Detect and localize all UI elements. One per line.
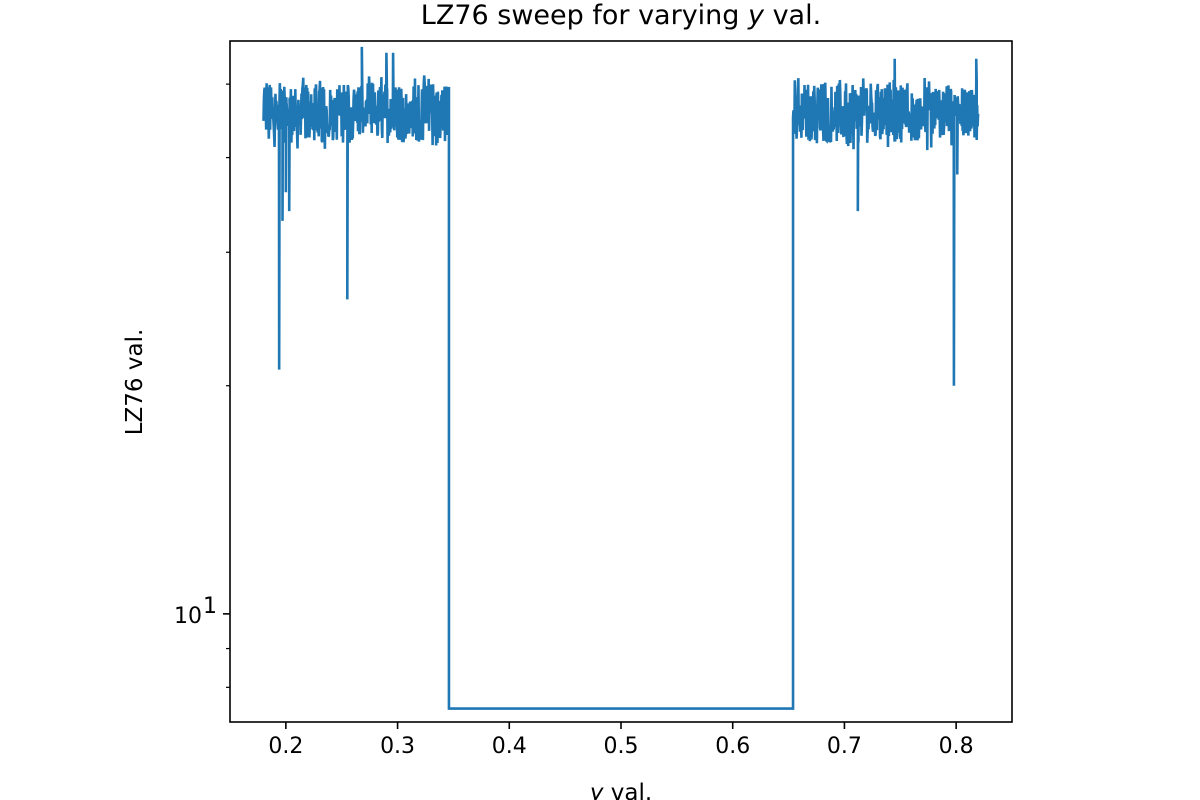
x-tick-label: 0.5 <box>604 734 639 759</box>
x-tick-label: 0.7 <box>827 734 862 759</box>
y-axis: 10 1 <box>174 83 230 688</box>
chart-title: LZ76 sweep for varying y val. <box>421 0 821 31</box>
x-tick-label: 0.4 <box>492 734 527 759</box>
x-tick-label: 0.6 <box>715 734 750 759</box>
series-line <box>262 46 980 710</box>
x-axis-label: y val. <box>589 780 652 800</box>
x-tick-label: 0.3 <box>380 734 415 759</box>
x-tick-label: 0.8 <box>939 734 974 759</box>
x-axis: 0.2 0.3 0.4 0.5 0.6 0.7 0.8 <box>268 722 974 759</box>
x-tick-label: 0.2 <box>268 734 303 759</box>
y-tick-label-exponent: 1 <box>203 594 217 619</box>
y-axis-label: LZ76 val. <box>122 329 148 436</box>
y-tick-label: 10 <box>174 604 202 629</box>
plot-area <box>262 46 980 710</box>
